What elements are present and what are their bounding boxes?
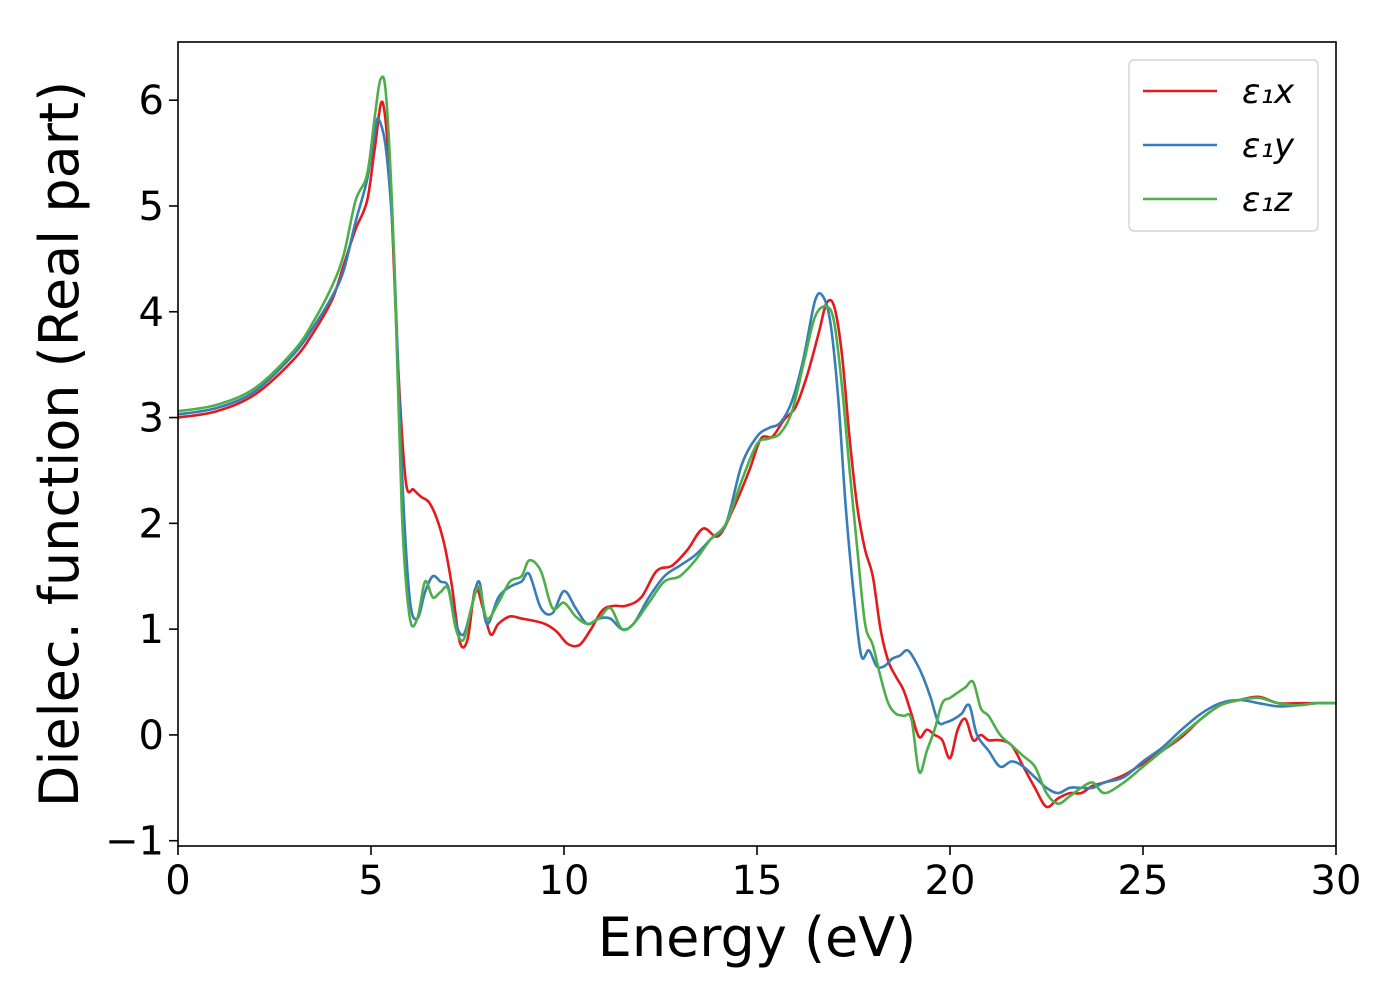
x-tick-label: 30 — [1311, 858, 1362, 904]
legend-label-3: ε₁z — [1242, 180, 1293, 220]
y-tick-label: 1 — [139, 607, 164, 653]
series-line-2 — [178, 117, 1336, 795]
y-axis-ticks: −1 0 1 2 3 4 5 6 — [105, 78, 178, 865]
x-tick-label: 0 — [165, 858, 190, 904]
legend: ε₁x ε₁y ε₁z — [1128, 59, 1319, 232]
legend-label-1: ε₁x — [1242, 72, 1295, 112]
y-tick-label: −1 — [105, 819, 164, 865]
x-tick-label: 10 — [539, 858, 590, 904]
series-line-3 — [178, 75, 1336, 805]
legend-box — [1128, 59, 1319, 232]
series-layer — [178, 75, 1336, 809]
y-tick-label: 3 — [139, 396, 164, 442]
x-axis-ticks: 0 5 10 15 20 25 30 — [165, 846, 1361, 904]
y-tick-label: 2 — [139, 501, 164, 547]
x-tick-label: 15 — [732, 858, 783, 904]
x-tick-label: 25 — [1118, 858, 1169, 904]
x-axis-label: Energy (eV) — [598, 906, 917, 969]
series-line-1 — [178, 100, 1336, 809]
y-tick-label: 4 — [139, 290, 164, 336]
y-tick-label: 0 — [139, 713, 164, 759]
y-axis-label: Dielec. function (Real part) — [28, 81, 91, 807]
y-tick-label: 6 — [139, 78, 164, 124]
y-tick-label: 5 — [139, 184, 164, 230]
x-tick-label: 5 — [358, 858, 383, 904]
x-tick-label: 20 — [925, 858, 976, 904]
legend-label-2: ε₁y — [1242, 126, 1295, 166]
